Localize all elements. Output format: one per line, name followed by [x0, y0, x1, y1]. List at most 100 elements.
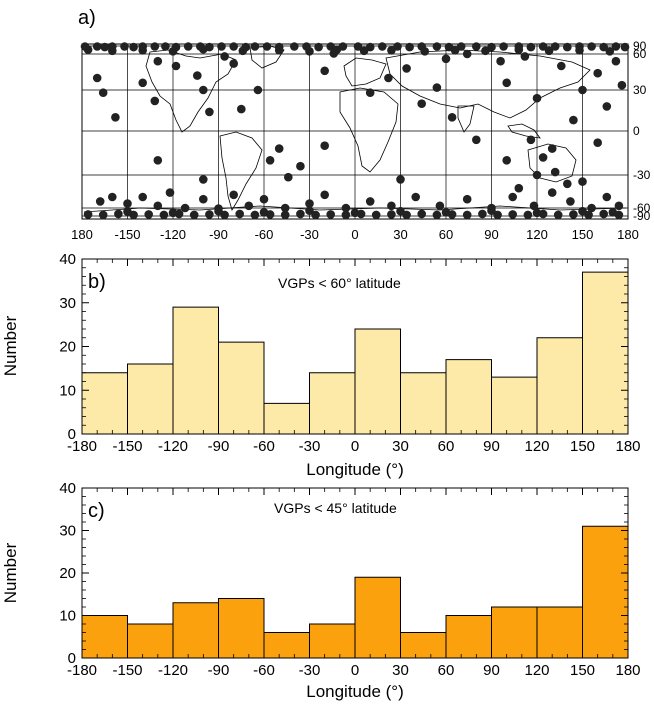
vgp-point — [432, 42, 442, 51]
vgp-point — [538, 153, 548, 162]
panel-c-label: c) — [88, 500, 105, 522]
panel-b-bars — [81, 271, 629, 435]
histogram-bar — [536, 606, 583, 659]
histogram-bar — [81, 615, 128, 659]
india-outline — [457, 105, 475, 133]
map-y-tick-label: 30 — [633, 83, 647, 97]
vgp-points — [80, 42, 630, 220]
vgp-point — [620, 42, 630, 52]
y-tick-label: 40 — [59, 480, 76, 497]
vgp-point — [378, 42, 387, 51]
vgp-point — [153, 201, 163, 211]
north-america-outline — [145, 49, 237, 133]
vgp-point — [199, 85, 208, 95]
vgp-point — [111, 113, 120, 122]
map-y-tick-label: -60 — [633, 201, 651, 215]
vgp-point — [253, 85, 263, 95]
vgp-point — [472, 135, 481, 145]
vgp-point — [305, 47, 314, 56]
x-tick-label: 0 — [351, 438, 359, 455]
histogram-bar — [400, 372, 447, 435]
histogram-bar — [582, 525, 629, 659]
vgp-point — [402, 64, 411, 73]
vgp-point — [199, 44, 208, 54]
panel-c-bars — [81, 525, 629, 659]
histogram-bar — [445, 615, 492, 659]
vgp-point — [353, 42, 363, 51]
indonesia-outline — [507, 123, 541, 139]
panel-c-ylabel: Number — [1, 542, 20, 603]
vgp-point — [550, 167, 560, 177]
vgp-point — [441, 54, 451, 64]
vgp-point — [472, 42, 481, 51]
vgp-point — [447, 113, 457, 122]
panel-c-ticks: 0 10 20 30 40 -180 -150 -120 -90 -60 -30 0 30 60 90 120… — [59, 480, 640, 679]
map-y-tick-label: -30 — [633, 168, 651, 182]
vgp-point — [138, 78, 147, 88]
histogram-bar — [218, 598, 265, 659]
x-tick-label: 0 — [351, 662, 359, 679]
vgp-point — [526, 135, 536, 145]
x-tick-label: 90 — [483, 662, 500, 679]
panel-b-xlabel: Longitude (°) — [306, 460, 404, 479]
histogram-bar — [582, 271, 629, 435]
panel-b-histogram: b) VGPs < 60° latitude 0 10 20 30 40 -180 -150… — [1, 251, 641, 479]
map-x-tick-labels: 180 -150 -120 -90 -60 -30 0 30 60 90 120 150 180 — [71, 227, 639, 242]
vgp-point — [593, 138, 602, 147]
vgp-point — [159, 210, 169, 220]
vgp-point — [274, 46, 284, 55]
vgp-point — [214, 206, 223, 216]
vgp-point — [189, 210, 199, 220]
x-tick-label: 150 — [570, 662, 595, 679]
x-tick-label: -30 — [299, 438, 321, 455]
vgp-point — [262, 42, 272, 51]
vgp-point — [229, 190, 238, 200]
map-x-tick-label: 30 — [393, 227, 407, 242]
vgp-point — [514, 183, 524, 193]
vgp-point — [387, 210, 396, 219]
histogram-bar — [263, 402, 310, 435]
x-tick-label: 30 — [392, 662, 409, 679]
vgp-point — [508, 210, 517, 219]
x-tick-label: -150 — [112, 662, 142, 679]
x-tick-label: -180 — [67, 438, 97, 455]
map-y-tick-label: 90 — [633, 39, 647, 53]
vgp-point — [329, 49, 339, 58]
vgp-point — [547, 188, 557, 197]
vgp-point — [387, 201, 396, 211]
map-x-tick-label: -90 — [209, 227, 228, 242]
asia-outline — [385, 49, 591, 119]
vgp-point — [563, 42, 572, 52]
map-x-tick-label: -30 — [300, 227, 319, 242]
vgp-point — [359, 46, 369, 56]
vgp-point — [199, 194, 208, 204]
vgp-point — [114, 209, 123, 219]
vgp-point — [462, 49, 472, 59]
vgp-point — [462, 194, 472, 204]
histogram-bar — [445, 359, 492, 435]
panel-c-histogram: c) VGPs < 45° latitude 0 10 20 30 40 -180 -150… — [1, 480, 641, 701]
vgp-point — [229, 42, 238, 51]
vgp-point — [244, 201, 254, 211]
vgp-point — [284, 172, 293, 182]
vgp-point — [123, 199, 132, 208]
histogram-bar — [309, 372, 356, 435]
y-tick-label: 10 — [59, 382, 76, 399]
map-y-tick-label: 60 — [633, 47, 647, 61]
vgp-point — [502, 156, 512, 165]
vgp-point — [614, 201, 624, 211]
vgp-point — [544, 46, 554, 56]
vgp-point — [280, 203, 290, 213]
vgp-point — [341, 203, 351, 213]
vgp-point — [520, 52, 530, 61]
vgp-point — [290, 42, 299, 51]
x-tick-label: -180 — [67, 662, 97, 679]
vgp-point — [98, 88, 108, 97]
panel-b-ticks: 0 10 20 30 40 -180 -150 -120 -90 -60 -30 0 30 60 90 120… — [59, 251, 640, 455]
vgp-point — [237, 104, 246, 114]
map-x-tick-label: 180 — [71, 227, 93, 242]
x-tick-label: 120 — [524, 438, 549, 455]
vgp-point — [171, 61, 181, 71]
vgp-point — [100, 42, 110, 52]
vgp-point — [120, 42, 129, 51]
